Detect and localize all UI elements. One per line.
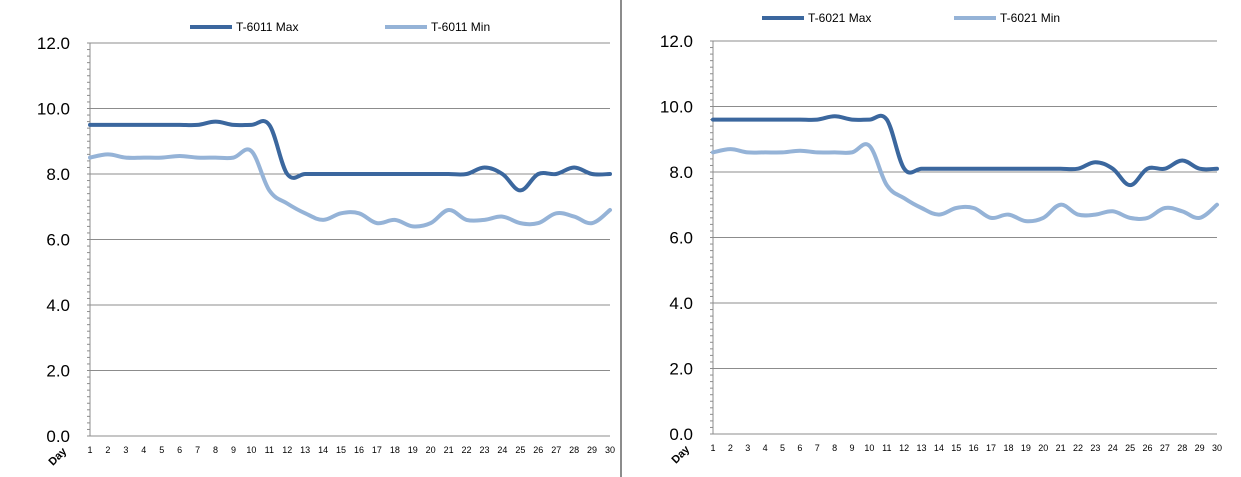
chart-t6021: 0.02.04.06.08.010.012.01 2 3 4 5 6 7 8 9 10 11 12 13… (660, 11, 1222, 466)
x-tick-label: 20 (1038, 443, 1048, 453)
x-tick-label: 24 (1108, 443, 1118, 453)
series-line-max (711, 113, 1219, 188)
x-tick-label: 19 (1021, 443, 1031, 453)
x-tick-label: 22 (462, 445, 472, 455)
y-tick-label: 8.0 (46, 165, 70, 184)
x-tick-label: 19 (408, 445, 418, 455)
x-tick-label: 13 (917, 443, 927, 453)
x-tick-label: 22 (1073, 443, 1083, 453)
x-tick-label: 20 (426, 445, 436, 455)
x-tick-label: 24 (497, 445, 507, 455)
x-tick-label: 18 (390, 445, 400, 455)
chart-panel-t6021: 0.0 2.0 4.0 6.0 8.0 10.0 12.0 1 2 3 4 5 6 7 8 9 10 11 12 13… (624, 0, 1241, 477)
legend-label: T-6011 Max (236, 20, 298, 34)
y-tick-label: 2.0 (669, 360, 693, 379)
y-tick-label: 6.0 (46, 231, 70, 250)
x-tick-label: 12 (899, 443, 909, 453)
x-tick-label: 29 (587, 445, 597, 455)
x-tick-label: 6 (177, 445, 182, 455)
x-tick-label: 16 (354, 445, 364, 455)
y-tick-label: 4.0 (669, 294, 693, 313)
y-tick-label: 4.0 (46, 296, 70, 315)
x-tick-label: 7 (815, 443, 820, 453)
x-tick-label: 30 (605, 445, 615, 455)
x-tick-label: 21 (444, 445, 454, 455)
x-tick-label: 23 (1090, 443, 1100, 453)
x-tick-label: 5 (780, 443, 785, 453)
x-tick-label: 15 (951, 443, 961, 453)
x-tick-label: 11 (882, 443, 891, 453)
x-tick-label: 9 (231, 445, 236, 455)
x-tick-label: 8 (832, 443, 837, 453)
x-tick-label: 6 (797, 443, 802, 453)
x-axis-label: Day (669, 443, 692, 466)
y-tick-label: 10.0 (37, 100, 70, 119)
legend-label: T-6021 Min (1000, 11, 1060, 25)
x-tick-label: 27 (551, 445, 561, 455)
x-tick-label: 1 (87, 445, 92, 455)
y-tick-label: 12.0 (660, 32, 693, 51)
y-tick-label: 10.0 (660, 98, 693, 117)
series-line-min (88, 147, 612, 229)
x-axis-label: Day (46, 445, 69, 468)
x-tick-label: 26 (533, 445, 543, 455)
x-tick-label: 2 (728, 443, 733, 453)
x-tick-label: 23 (479, 445, 489, 455)
x-tick-label: 14 (318, 445, 328, 455)
x-tick-label: 18 (1003, 443, 1013, 453)
x-tick-label: 9 (850, 443, 855, 453)
x-tick-label: 29 (1195, 443, 1205, 453)
x-tick-label: 21 (1056, 443, 1066, 453)
x-tick-label: 10 (246, 445, 256, 455)
x-tick-label: 17 (986, 443, 996, 453)
y-tick-label: 0.0 (46, 427, 70, 446)
x-tick-label: 5 (159, 445, 164, 455)
x-tick-label: 16 (969, 443, 979, 453)
x-tick-label: 11 (265, 445, 274, 455)
x-tick-label: 15 (336, 445, 346, 455)
x-tick-label: 1 (710, 443, 715, 453)
series-line-min (711, 142, 1219, 224)
x-tick-label: 17 (372, 445, 382, 455)
x-tick-label: 3 (745, 443, 750, 453)
x-tick-label: 4 (763, 443, 768, 453)
x-tick-label: 25 (515, 445, 525, 455)
x-tick-label: 10 (864, 443, 874, 453)
x-tick-label: 8 (213, 445, 218, 455)
x-tick-label: 4 (141, 445, 146, 455)
y-tick-label: 12.0 (37, 34, 70, 53)
x-tick-label: 14 (934, 443, 944, 453)
series-line-max (88, 118, 612, 193)
x-tick-label: 2 (105, 445, 110, 455)
legend-label: T-6011 Min (431, 20, 490, 34)
x-tick-label: 30 (1212, 443, 1222, 453)
y-tick-label: 2.0 (46, 362, 70, 381)
x-tick-label: 13 (300, 445, 310, 455)
x-tick-label: 3 (123, 445, 128, 455)
x-tick-label: 27 (1160, 443, 1170, 453)
y-tick-label: 8.0 (669, 163, 693, 182)
y-tick-label: 6.0 (669, 229, 693, 248)
legend-label: T-6021 Max (808, 11, 871, 25)
x-tick-label: 12 (282, 445, 292, 455)
chart-t6011: 0.02.04.06.08.010.012.01 2 3 4 5 6 7 8 9 10 11 12 13… (37, 20, 615, 468)
x-tick-label: 25 (1125, 443, 1135, 453)
x-tick-label: 7 (195, 445, 200, 455)
y-tick-label: 0.0 (669, 425, 693, 444)
x-tick-label: 26 (1142, 443, 1152, 453)
x-tick-label: 28 (569, 445, 579, 455)
chart-panel-t6011: 0.0 2.0 4.0 6.0 8.0 10.0 12.0 1 2 3 4 5 6 7 8 9 10 11 12 13… (36, 0, 622, 477)
x-tick-label: 28 (1177, 443, 1187, 453)
